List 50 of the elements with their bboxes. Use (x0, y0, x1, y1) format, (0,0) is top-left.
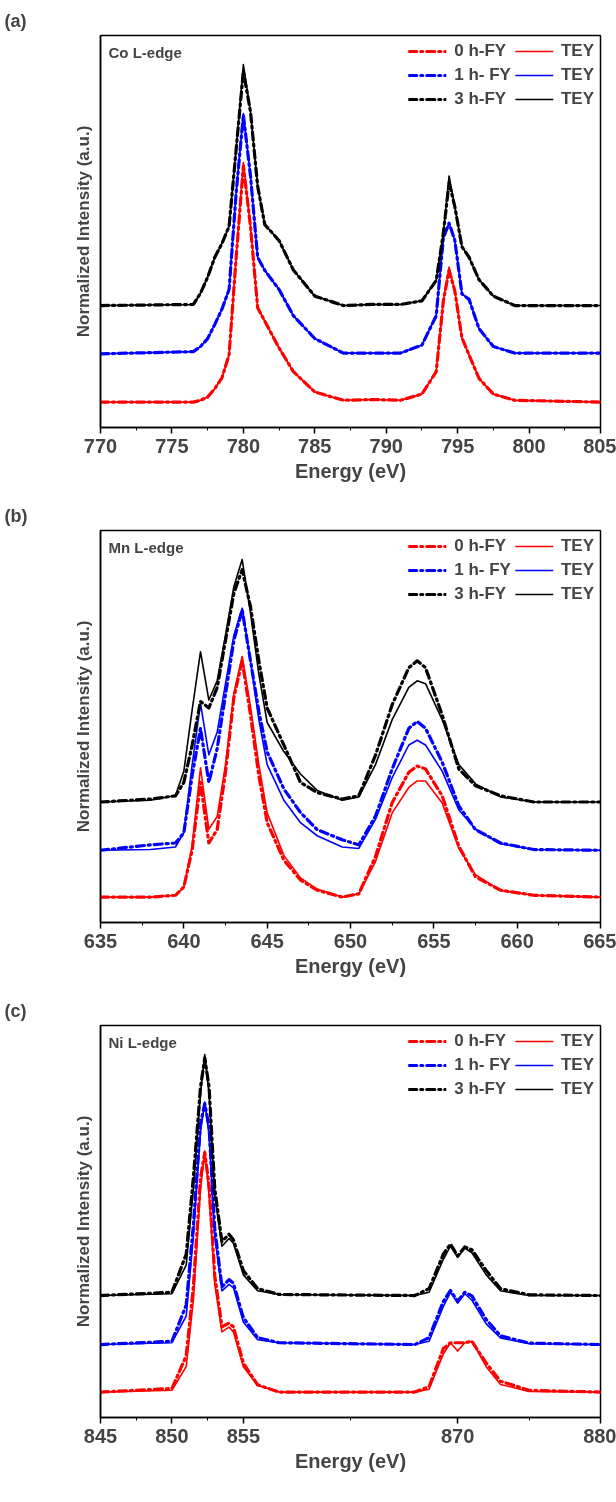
x-tick-label: 790 (369, 434, 403, 457)
legend-label: 1 h- FY (454, 560, 511, 580)
x-tick-label: 855 (226, 1424, 261, 1447)
x-axis-title: Energy (eV) (294, 459, 407, 482)
x-tick-label: 650 (333, 929, 368, 952)
legend-label: 1 h- FY (454, 1055, 511, 1075)
x-tick-label: 805 (583, 434, 616, 457)
x-tick-label: 800 (512, 434, 546, 457)
chart-title: (b) (4, 505, 28, 526)
x-tick-label: 780 (226, 434, 261, 457)
x-tick-label: 665 (583, 929, 616, 952)
legend-label: TEY (560, 1031, 594, 1051)
x-tick-label: 845 (83, 1424, 118, 1447)
x-axis-title: Energy (eV) (294, 1449, 407, 1472)
legend-label: TEY (560, 560, 594, 580)
chart-title: (a) (4, 10, 27, 31)
legend-label: TEY (560, 584, 594, 604)
x-tick-label: 775 (155, 434, 189, 457)
x-tick-label: 785 (298, 434, 332, 457)
y-axis-title: Normalized Intensity (a.u.) (73, 620, 93, 833)
x-tick-label: 880 (583, 1424, 616, 1447)
legend-label: TEY (560, 536, 594, 556)
y-axis-title: Normalized Intensity (a.u.) (73, 125, 93, 338)
x-tick-label: 660 (500, 929, 534, 952)
legend-label: 3 h-FY (454, 89, 507, 109)
x-tick-label: 850 (155, 1424, 189, 1447)
legend-label: TEY (560, 1079, 594, 1099)
legend-label: TEY (560, 89, 594, 109)
x-tick-label: 770 (83, 434, 118, 457)
legend-label: TEY (560, 1055, 594, 1075)
legend-label: 3 h-FY (454, 584, 507, 604)
x-tick-label: 645 (250, 929, 284, 952)
legend-label: 0 h-FY (454, 1031, 507, 1051)
legend-label: 0 h-FY (454, 536, 507, 556)
text: Co L-edge (108, 43, 182, 61)
legend-label: 3 h-FY (454, 1079, 507, 1099)
text: Mn L-edge (108, 538, 184, 556)
x-tick-label: 635 (83, 929, 118, 952)
x-tick-label: 640 (167, 929, 201, 952)
x-tick-label: 655 (417, 929, 451, 952)
legend-label: 1 h- FY (454, 65, 511, 85)
x-axis-title: Energy (eV) (294, 954, 407, 977)
chart-title: (c) (4, 1000, 27, 1021)
x-tick-label: 870 (440, 1424, 475, 1447)
y-axis-title: Normalized Intensity (a.u.) (73, 1115, 93, 1328)
text: Ni L-edge (108, 1033, 177, 1051)
legend-label: TEY (560, 41, 594, 61)
legend-label: TEY (560, 65, 594, 85)
legend-label: 0 h-FY (454, 41, 507, 61)
x-tick-label: 795 (440, 434, 475, 457)
